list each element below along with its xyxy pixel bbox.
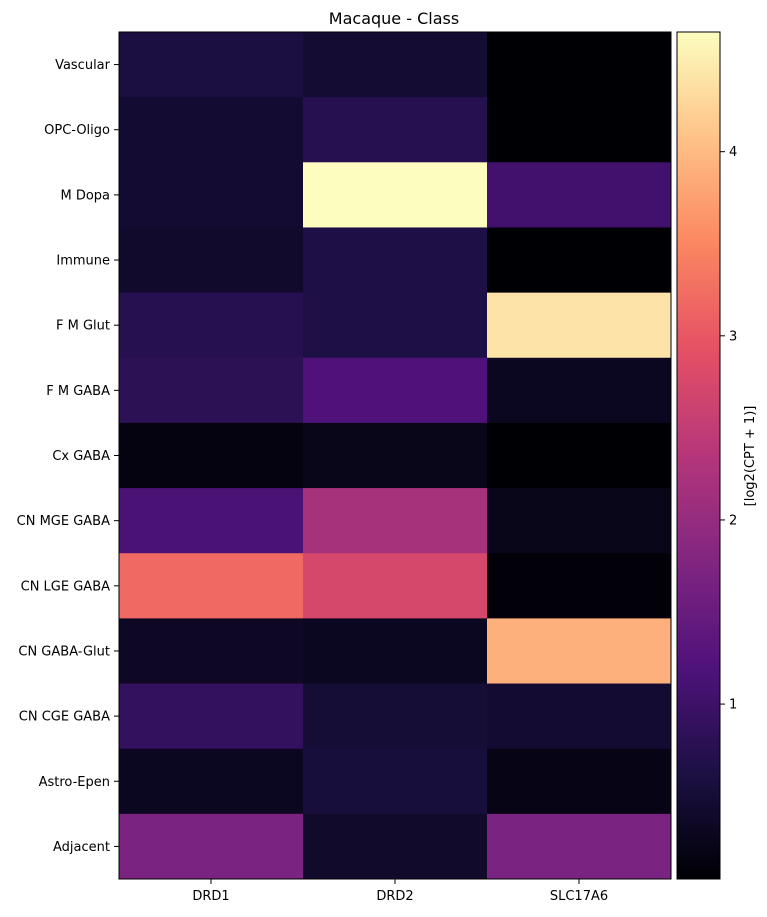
heatmap-cell: [119, 357, 304, 424]
colorbar-axis: 1 2 3 4: [720, 145, 737, 713]
heatmap-cell: [303, 553, 488, 619]
x-tick-label: SLC17A6: [550, 889, 608, 904]
colorbar-tick-label: 2: [729, 513, 737, 528]
y-axis: Vascular OPC-Oligo M Dopa Immune F M Glut F M…: [17, 58, 119, 855]
heatmap-cell: [303, 97, 488, 163]
heatmap-cell: [303, 357, 488, 424]
heatmap-cell: [119, 227, 304, 294]
heatmap-cell: [303, 748, 488, 815]
heatmap-cell: [119, 292, 304, 359]
heatmap-cell: [303, 162, 488, 228]
heatmap-cell: [303, 227, 488, 294]
heatmap-cell: [119, 553, 304, 619]
heatmap-cell: [119, 97, 304, 163]
heatmap-cell: [487, 32, 672, 98]
heatmap-cell: [303, 813, 488, 880]
heatmap-cell: [119, 813, 304, 880]
colorbar: [676, 31, 721, 880]
colorbar-tick-label: 4: [729, 145, 737, 160]
heatmap-cell: [119, 422, 304, 489]
heatmap-cell: [487, 357, 672, 424]
colorbar-tick-label: 1: [729, 698, 737, 713]
heatmap-cell: [487, 162, 672, 228]
heatmap-cell: [303, 488, 488, 554]
heatmap-cell: [119, 748, 304, 815]
heatmap-cell: [303, 292, 488, 359]
heatmap-cell: [303, 32, 488, 98]
y-tick-label: CN MGE GABA: [17, 514, 110, 529]
x-tick-label: DRD1: [192, 889, 229, 904]
heatmap-cell: [303, 683, 488, 750]
y-tick-label: OPC-Oligo: [44, 123, 110, 138]
y-tick-label: CN LGE GABA: [21, 579, 110, 594]
heatmap-cell: [487, 683, 672, 750]
heatmap-cell: [487, 292, 672, 359]
y-tick-label: Adjacent: [53, 840, 110, 855]
y-tick-label: Immune: [56, 254, 110, 269]
x-axis: DRD1 DRD2 SLC17A6: [192, 879, 608, 904]
heatmap-cell: [487, 618, 672, 685]
heatmap-cell: [303, 422, 488, 489]
y-tick-label: M Dopa: [60, 188, 110, 203]
y-tick-label: Vascular: [55, 58, 111, 73]
colorbar-tick-label: 3: [729, 329, 737, 344]
chart-title: Macaque - Class: [329, 9, 459, 28]
heatmap-cell: [487, 97, 672, 163]
heatmap-cell: [303, 618, 488, 685]
heatmap-cell: [119, 618, 304, 685]
heatmap-cell: [119, 32, 304, 98]
heatmap-cell: [487, 748, 672, 815]
y-tick-label: F M GABA: [46, 384, 110, 399]
heatmap-cell: [119, 162, 304, 228]
heatmap-cell: [119, 683, 304, 750]
y-tick-label: CN GABA-Glut: [18, 644, 110, 659]
heatmap-cell: [487, 813, 672, 880]
heatmap-cell: [487, 553, 672, 619]
y-tick-label: Astro-Epen: [39, 775, 110, 790]
y-tick-label: CN CGE GABA: [19, 710, 110, 725]
colorbar-label: [log2(CPT + 1)]: [743, 406, 758, 507]
x-tick-label: DRD2: [376, 889, 413, 904]
heatmap-cells: [119, 32, 672, 880]
y-tick-label: Cx GABA: [52, 449, 110, 464]
y-tick-label: F M Glut: [56, 319, 110, 334]
heatmap-cell: [119, 488, 304, 554]
heatmap-cell: [487, 488, 672, 554]
heatmap-cell: [487, 227, 672, 294]
heatmap-cell: [487, 422, 672, 489]
